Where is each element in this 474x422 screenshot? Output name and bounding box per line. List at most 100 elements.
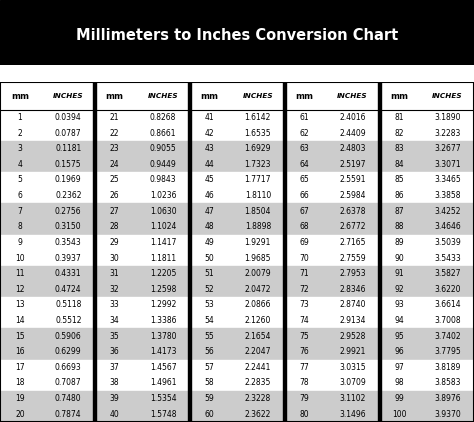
Text: 13: 13 [15,300,25,309]
Text: 2.0866: 2.0866 [245,300,271,309]
Text: 56: 56 [205,347,214,356]
Text: 12: 12 [15,285,25,294]
Bar [284,391,379,406]
Bar [0,141,95,157]
Text: 85: 85 [394,176,404,184]
Text: 2.9528: 2.9528 [339,332,366,341]
Text: 2.5591: 2.5591 [339,176,366,184]
Text: 41: 41 [205,113,214,122]
Text: INCHES: INCHES [337,93,368,99]
Bar [95,110,190,125]
Text: 1.7717: 1.7717 [245,176,271,184]
Bar [95,313,190,328]
Bar [190,203,284,219]
Bar [190,328,284,344]
Text: 3.8976: 3.8976 [434,394,461,403]
Text: 3.7795: 3.7795 [434,347,461,356]
Bar [379,266,474,281]
Bar [0,110,95,125]
Bar [190,375,284,391]
Text: 3.2677: 3.2677 [434,144,461,153]
Text: 88: 88 [394,222,404,231]
Text: 63: 63 [300,144,309,153]
Bar [190,125,284,141]
Text: 53: 53 [205,300,214,309]
Bar [0,235,95,250]
Text: 47: 47 [205,207,214,216]
Text: 0.3543: 0.3543 [55,238,82,247]
Text: 62: 62 [300,129,309,138]
Text: 16: 16 [15,347,25,356]
Text: 0.4331: 0.4331 [55,269,82,278]
Text: 17: 17 [15,363,25,372]
Text: 29: 29 [110,238,119,247]
Text: 2.2047: 2.2047 [245,347,271,356]
Text: 0.1181: 0.1181 [55,144,82,153]
Bar [0,250,95,266]
Text: 40: 40 [110,410,119,419]
Text: 1: 1 [18,113,22,122]
Text: 21: 21 [110,113,119,122]
Text: 39: 39 [110,394,119,403]
Bar [0,297,95,313]
Text: 70: 70 [300,254,309,262]
Text: 0.3937: 0.3937 [55,254,82,262]
Text: 1.6929: 1.6929 [245,144,271,153]
Bar [190,82,284,110]
Text: 0.9449: 0.9449 [150,160,176,169]
Bar [0,281,95,297]
Bar [190,313,284,328]
Text: 3.3858: 3.3858 [434,191,461,200]
Text: 2.5984: 2.5984 [339,191,366,200]
Text: 91: 91 [394,269,404,278]
Bar [0,313,95,328]
Text: 0.3150: 0.3150 [55,222,82,231]
Text: 97: 97 [394,363,404,372]
Bar [95,172,190,188]
Text: 0.0394: 0.0394 [55,113,82,122]
Bar [284,141,379,157]
Text: 1.5354: 1.5354 [150,394,176,403]
Bar [190,188,284,203]
Bar [0,360,95,375]
Bar [379,110,474,125]
Text: 3.1890: 3.1890 [434,113,461,122]
Text: 84: 84 [394,160,404,169]
Text: 0.9843: 0.9843 [150,176,176,184]
Text: 0.7480: 0.7480 [55,394,82,403]
Bar [379,157,474,172]
Text: 100: 100 [392,410,406,419]
Text: 0.2756: 0.2756 [55,207,82,216]
Bar [284,110,379,125]
Text: 3.1496: 3.1496 [339,410,366,419]
Bar [95,375,190,391]
Text: 54: 54 [205,316,214,325]
Text: 80: 80 [300,410,309,419]
Text: 1.2992: 1.2992 [150,300,176,309]
Text: 3.3071: 3.3071 [434,160,461,169]
Bar [284,188,379,203]
Text: 64: 64 [300,160,309,169]
Text: 2.4803: 2.4803 [339,144,366,153]
Bar [379,375,474,391]
Bar [190,110,284,125]
Bar [284,82,379,110]
Text: 1.3780: 1.3780 [150,332,176,341]
Text: 37: 37 [110,363,119,372]
Bar [95,157,190,172]
Text: 79: 79 [300,394,309,403]
Text: 0.1575: 0.1575 [55,160,82,169]
Text: 81: 81 [394,113,404,122]
Text: 1.8110: 1.8110 [245,191,271,200]
Bar [0,406,95,422]
Bar [95,328,190,344]
Bar [190,157,284,172]
Bar [379,328,474,344]
Text: 3.8583: 3.8583 [434,379,461,387]
Text: 3.0709: 3.0709 [339,379,366,387]
Text: 67: 67 [300,207,309,216]
Text: 0.4724: 0.4724 [55,285,82,294]
Text: 96: 96 [394,347,404,356]
Text: 72: 72 [300,285,309,294]
Text: 76: 76 [300,347,309,356]
